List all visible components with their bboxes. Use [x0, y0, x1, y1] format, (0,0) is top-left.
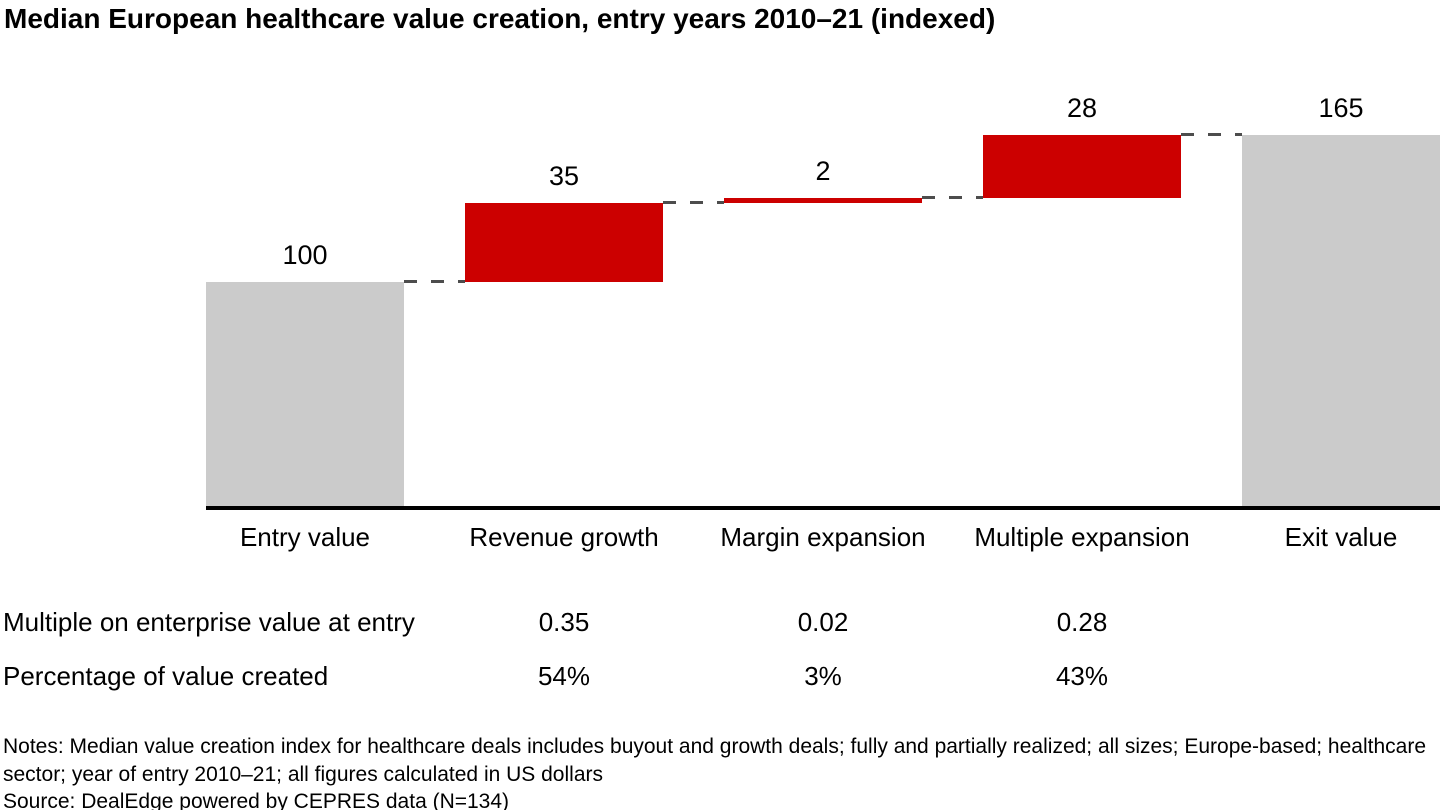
x-axis-label-entry-value: Entry value: [239, 522, 371, 552]
bar-value-label: 35: [548, 160, 580, 191]
page-title: Median European healthcare value creatio…: [4, 3, 996, 34]
waterfall-chart: 100 35 2 28 165 Entry value Revenue growth Mar…: [206, 0, 1440, 556]
chart-plot-area: 100 35 2 28 165: [206, 0, 1440, 508]
source-text: Source: DealEdge powered by CEPRES data …: [3, 790, 510, 810]
table-row-percentage-of-value: Percentage of value created 54% 3% 43%: [0, 660, 1440, 694]
connector-dashed-line: [404, 280, 465, 283]
table-row-label: Multiple on enterprise value at entry: [3, 607, 415, 637]
connector-dashed-line: [663, 200, 724, 204]
table-row-multiple-on-ev: Multiple on enterprise value at entry 0.…: [0, 606, 1440, 640]
x-axis-label-margin-expansion: Margin expansion: [720, 522, 926, 552]
bar-value-label: 165: [1318, 93, 1364, 124]
table-row-label: Percentage of value created: [3, 661, 329, 691]
table-value: 0.28: [1056, 607, 1108, 637]
connector-dashed-line: [1181, 133, 1242, 137]
x-axis-line: [206, 506, 1440, 510]
x-axis-label-multiple-expansion: Multiple expansion: [974, 522, 1190, 552]
notes-text: Notes: Median value creation index for h…: [3, 735, 1426, 786]
bar-multiple-expansion: [983, 135, 1181, 199]
table-value: 0.35: [538, 607, 590, 637]
table-value: 3%: [804, 661, 842, 691]
bar-exit-value: [1242, 135, 1440, 508]
footer: Notes: Median value creation index for h…: [3, 733, 1440, 810]
x-axis-label-revenue-growth: Revenue growth: [469, 522, 659, 552]
table-value: 0.02: [797, 607, 849, 637]
bar-entry-value: [206, 282, 404, 508]
connector-dashed-line: [922, 196, 983, 200]
table-value: 43%: [1055, 661, 1109, 691]
bar-value-label: 2: [815, 156, 831, 187]
bar-revenue-growth: [465, 202, 663, 282]
bar-margin-expansion: [724, 198, 922, 203]
bar-value-label: 28: [1066, 93, 1098, 124]
x-axis-label-exit-value: Exit value: [1284, 522, 1398, 552]
bar-value-label: 100: [282, 240, 328, 270]
table-value: 54%: [537, 661, 591, 691]
x-axis-labels: Entry value Revenue growth Margin expansio…: [206, 522, 1440, 556]
